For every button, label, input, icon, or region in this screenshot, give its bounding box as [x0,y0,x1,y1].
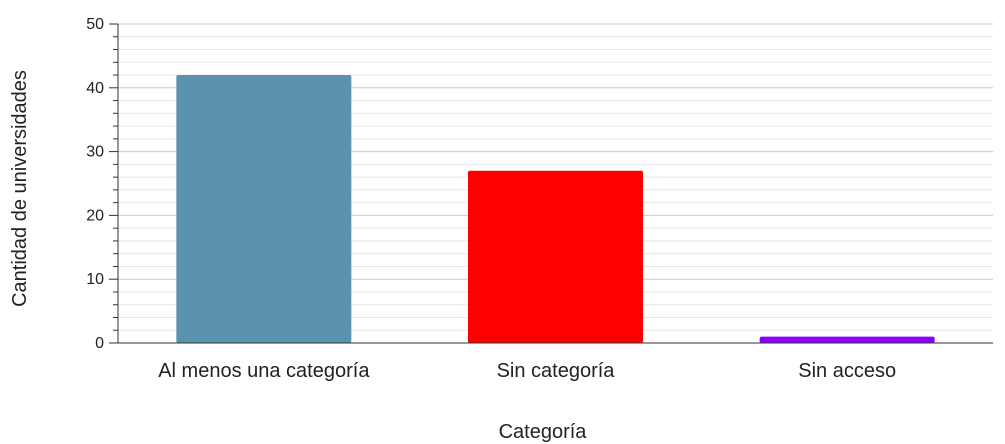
x-tick-label: Sin acceso [798,360,896,382]
y-tick-label: 30 [86,144,104,161]
bar-2 [468,170,643,343]
bars [176,75,935,343]
y-tick-label: 50 [86,16,104,33]
y-tick-label: 20 [86,207,104,224]
y-axis-ticks: 0 10 20 30 40 50 [86,16,118,352]
x-axis-title: Categoría [499,421,588,443]
y-axis-title: Cantidad de universidades [9,70,31,307]
y-tick-label: 40 [86,80,104,97]
axes [117,24,993,344]
y-tick-label: 0 [95,335,104,352]
bar-1 [176,75,352,343]
bar-3 [759,336,935,343]
x-tick-label: Sin categoría [497,360,616,382]
x-tick-label: Al menos una categoría [158,360,370,382]
x-axis-category-labels: Al menos una categoría Sin categoría Sin a… [158,360,896,382]
y-tick-label: 10 [86,271,104,288]
